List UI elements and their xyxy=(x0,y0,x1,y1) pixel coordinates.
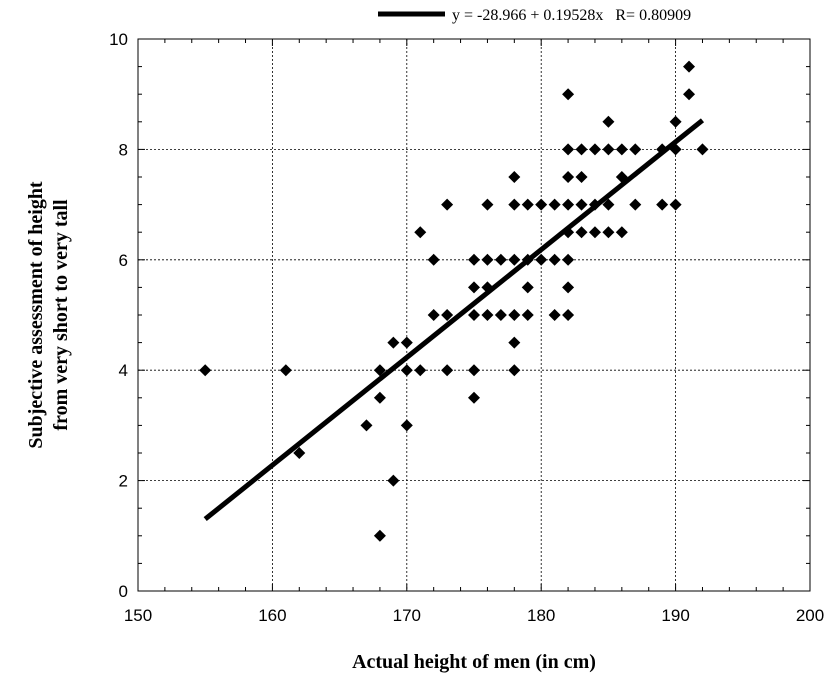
data-point xyxy=(468,309,480,321)
data-point xyxy=(387,474,400,487)
data-points xyxy=(199,60,709,542)
y-tick-label: 4 xyxy=(119,361,128,380)
data-point xyxy=(562,88,575,101)
legend: y = -28.966 + 0.19528x R= 0.80909 xyxy=(378,7,691,24)
data-point xyxy=(468,253,480,266)
y-tick-labels: 0 2 4 6 8 10 xyxy=(109,30,128,601)
x-axis-title: Actual height of men (in cm) xyxy=(352,651,596,673)
data-point xyxy=(360,419,373,432)
x-tick-label: 150 xyxy=(124,606,152,625)
data-point xyxy=(494,309,507,321)
data-point xyxy=(575,226,588,239)
data-point xyxy=(535,198,548,211)
data-point xyxy=(602,198,615,211)
data-point xyxy=(683,60,696,73)
data-point xyxy=(629,143,642,156)
data-point xyxy=(602,226,615,239)
data-point xyxy=(508,171,521,183)
data-point xyxy=(575,198,588,211)
data-point xyxy=(414,226,427,239)
data-point xyxy=(669,198,682,211)
data-point xyxy=(615,226,628,239)
data-point xyxy=(279,364,292,377)
data-point xyxy=(508,364,521,377)
axis-ticks xyxy=(137,38,811,592)
data-point xyxy=(427,253,440,266)
data-point xyxy=(508,336,521,349)
data-point xyxy=(373,529,386,542)
data-point xyxy=(468,391,480,404)
x-tick-label: 190 xyxy=(661,606,689,625)
data-point xyxy=(602,143,615,156)
data-point xyxy=(615,143,628,156)
y-axis-title-line-1: Subjective assessment of height xyxy=(25,181,47,449)
data-point xyxy=(400,336,413,349)
data-point xyxy=(629,198,642,211)
data-point xyxy=(521,198,534,211)
data-point xyxy=(562,253,575,266)
data-point xyxy=(575,171,588,183)
x-tick-label: 160 xyxy=(258,606,286,625)
data-point xyxy=(535,253,548,266)
data-point xyxy=(562,281,575,294)
y-tick-label: 2 xyxy=(119,472,128,491)
data-point xyxy=(481,309,494,321)
data-point xyxy=(588,143,601,156)
x-tick-label: 180 xyxy=(527,606,555,625)
data-point xyxy=(521,309,534,321)
plot-area xyxy=(137,38,811,592)
data-point xyxy=(588,226,601,239)
y-tick-label: 8 xyxy=(119,140,128,159)
data-point xyxy=(441,364,454,377)
y-axis-title-line-2: from very short to very tall xyxy=(50,199,72,431)
legend-label: y = -28.966 + 0.19528x R= 0.80909 xyxy=(452,7,691,24)
x-tick-label: 170 xyxy=(393,606,421,625)
data-point xyxy=(441,198,454,211)
data-point xyxy=(562,309,575,321)
data-point xyxy=(414,364,427,377)
data-point xyxy=(562,171,575,183)
data-point xyxy=(427,309,440,321)
data-point xyxy=(400,419,413,432)
data-point xyxy=(683,88,696,101)
data-point xyxy=(548,253,561,266)
data-point xyxy=(508,253,521,266)
data-point xyxy=(481,198,494,211)
y-tick-label: 10 xyxy=(109,30,128,49)
y-axis-title: Subjective assessment of height from ver… xyxy=(25,181,72,449)
data-point xyxy=(656,198,669,211)
data-point xyxy=(468,281,480,294)
data-point xyxy=(669,115,682,128)
data-point xyxy=(508,309,521,321)
data-point xyxy=(373,391,386,404)
data-point xyxy=(508,198,521,211)
data-point xyxy=(387,336,400,349)
data-point xyxy=(575,143,588,156)
y-tick-label: 0 xyxy=(119,582,128,601)
data-point xyxy=(696,143,709,156)
y-tick-label: 6 xyxy=(119,251,128,270)
data-point xyxy=(494,253,507,266)
data-point xyxy=(521,281,534,294)
data-point xyxy=(468,364,480,377)
data-point xyxy=(293,447,306,459)
data-point xyxy=(562,143,575,156)
data-point xyxy=(602,115,615,128)
data-point xyxy=(562,198,575,211)
data-point xyxy=(400,364,413,377)
data-point xyxy=(199,364,212,377)
data-point xyxy=(548,198,561,211)
data-point xyxy=(441,309,454,321)
data-point xyxy=(481,253,494,266)
data-point xyxy=(548,309,561,321)
x-tick-labels: 150 160 170 180 190 200 xyxy=(124,606,824,625)
regression-line xyxy=(203,118,705,522)
x-tick-label: 200 xyxy=(796,606,824,625)
data-point xyxy=(373,364,386,377)
